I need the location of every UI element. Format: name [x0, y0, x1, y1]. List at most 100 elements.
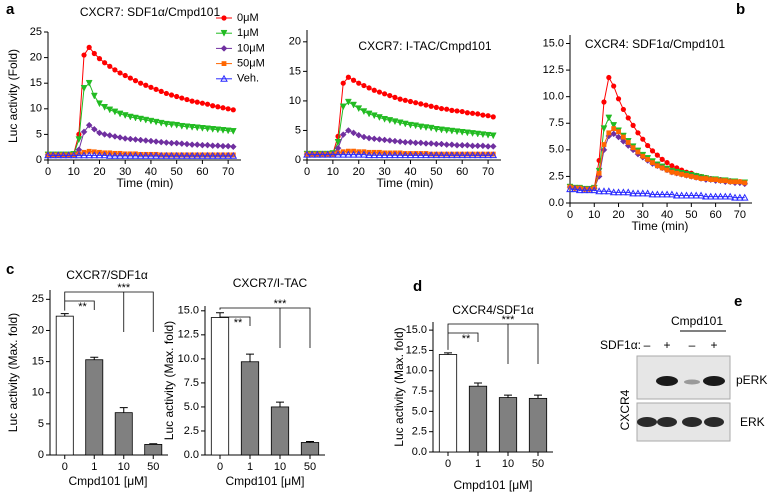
marker	[111, 108, 119, 116]
marker	[448, 151, 456, 159]
x-axis-label: Cmpd101 [μM]	[69, 474, 148, 488]
error-bar	[60, 313, 69, 317]
marker	[174, 93, 180, 100]
marker	[396, 138, 404, 146]
marker	[59, 151, 68, 159]
marker	[55, 152, 61, 158]
marker	[219, 142, 227, 150]
marker	[679, 171, 685, 177]
marker	[601, 142, 607, 147]
marker	[606, 74, 612, 81]
marker	[355, 105, 363, 113]
y-axis-label: Luc activity (Max. fold)	[162, 321, 176, 440]
bar	[270, 406, 290, 456]
marker	[401, 120, 409, 128]
marker	[439, 151, 444, 157]
error-bar	[246, 353, 254, 362]
x-tick-label: 50	[147, 461, 159, 473]
marker	[209, 142, 217, 150]
marker	[654, 163, 660, 169]
marker	[204, 101, 211, 107]
marker	[142, 137, 150, 144]
marker	[229, 151, 238, 159]
marker	[85, 151, 94, 159]
marker	[203, 151, 212, 159]
marker	[174, 152, 180, 158]
lane-label: –	[689, 338, 696, 352]
marker	[112, 67, 118, 73]
marker	[157, 138, 165, 146]
marker	[220, 152, 226, 158]
marker	[448, 141, 456, 148]
marker	[143, 151, 149, 157]
marker	[630, 145, 636, 151]
panel-label: b	[736, 1, 745, 18]
marker	[428, 151, 434, 157]
marker	[194, 152, 200, 158]
marker	[664, 167, 670, 173]
marker	[179, 95, 185, 101]
marker	[313, 150, 322, 158]
marker	[702, 192, 710, 200]
marker	[444, 151, 450, 157]
marker	[422, 140, 430, 147]
marker	[485, 113, 491, 119]
marker	[454, 108, 460, 114]
marker	[437, 151, 446, 159]
x-tick-label: 40	[145, 166, 157, 178]
marker	[365, 151, 373, 159]
error-bar	[474, 382, 482, 387]
marker	[111, 133, 119, 140]
y-tick-label: 5	[36, 128, 42, 140]
marker	[360, 133, 368, 141]
band	[703, 376, 725, 386]
marker	[173, 139, 181, 147]
marker	[489, 132, 497, 140]
marker	[716, 192, 725, 200]
x-tick-label: 1	[475, 458, 481, 470]
marker	[386, 117, 394, 124]
band-label: ERK	[740, 415, 765, 429]
y-tick-label: 10	[32, 387, 44, 399]
x-axis-label: Cmpd101 [μM]	[454, 478, 533, 492]
marker	[468, 151, 477, 159]
marker	[335, 150, 341, 156]
marker	[479, 131, 487, 139]
marker	[417, 123, 425, 131]
x-tick-label: 50	[171, 166, 183, 178]
significance: **	[234, 317, 243, 329]
marker	[489, 151, 498, 159]
y-tick-label: 15	[32, 356, 44, 368]
x-tick-label: 10	[588, 209, 600, 221]
marker	[199, 141, 206, 149]
marker	[66, 152, 71, 158]
marker	[444, 106, 450, 112]
x-tick-label: 1	[247, 461, 253, 473]
lane-label: +	[663, 338, 670, 352]
marker	[163, 139, 170, 146]
marker	[81, 52, 87, 58]
marker	[75, 136, 83, 144]
marker	[138, 80, 144, 86]
marker	[380, 151, 389, 159]
marker	[385, 151, 394, 159]
marker	[355, 131, 363, 139]
y-tick-label: 20	[289, 36, 301, 48]
marker	[172, 151, 181, 159]
marker	[91, 50, 97, 57]
significance: **	[462, 333, 471, 345]
marker	[590, 186, 599, 194]
marker	[76, 151, 82, 157]
marker	[663, 190, 671, 198]
marker	[448, 127, 456, 135]
marker	[469, 110, 476, 116]
chart-title: CXCR7/I-TAC	[233, 276, 308, 290]
marker	[604, 187, 613, 195]
marker	[116, 110, 124, 118]
x-tick-label: 30	[119, 166, 131, 178]
marker	[697, 191, 705, 199]
marker	[179, 152, 185, 158]
marker	[669, 163, 675, 169]
marker	[54, 151, 63, 159]
marker	[422, 151, 430, 159]
